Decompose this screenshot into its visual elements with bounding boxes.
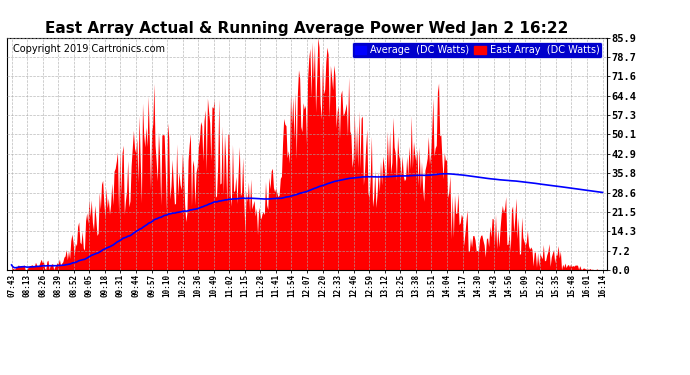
Legend: Average  (DC Watts), East Array  (DC Watts): Average (DC Watts), East Array (DC Watts…	[352, 42, 602, 58]
Text: Copyright 2019 Cartronics.com: Copyright 2019 Cartronics.com	[13, 45, 165, 54]
Title: East Array Actual & Running Average Power Wed Jan 2 16:22: East Array Actual & Running Average Powe…	[46, 21, 569, 36]
